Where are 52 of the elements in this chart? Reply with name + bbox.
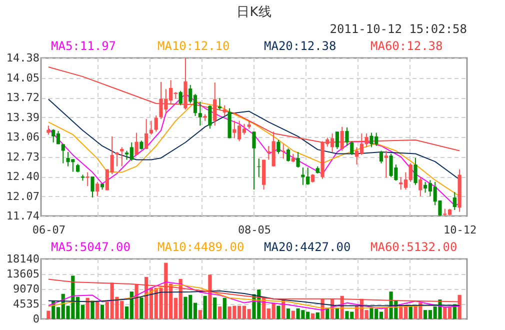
text: MA20:12.38 xyxy=(264,39,336,53)
bar xyxy=(90,300,94,319)
bar xyxy=(134,284,138,319)
bar xyxy=(208,274,212,319)
line-series xyxy=(48,278,460,302)
bar xyxy=(458,294,462,319)
y-tick-label: 4535 xyxy=(13,298,40,310)
y-tick-label: 14.05 xyxy=(6,71,40,84)
bar xyxy=(335,308,339,319)
line-series xyxy=(48,66,460,152)
x-tick-label: 10-12 xyxy=(443,224,477,236)
bar xyxy=(222,298,226,319)
bar xyxy=(291,310,295,319)
text: MA60:5132.00 xyxy=(370,240,458,254)
y-tick-label: 12.73 xyxy=(6,150,40,164)
y-tick-label: 13605 xyxy=(6,268,40,280)
y-tick-label: 12.07 xyxy=(6,190,40,203)
text: MA10:12.10 xyxy=(158,39,230,53)
bar xyxy=(46,310,50,319)
bar xyxy=(140,298,144,319)
bar xyxy=(203,296,207,319)
bar xyxy=(310,313,315,319)
bar xyxy=(316,312,320,319)
text: MA20:4427.00 xyxy=(264,240,351,254)
y-tick-label: 13.39 xyxy=(6,110,40,124)
bar xyxy=(198,310,202,319)
bar xyxy=(96,302,100,319)
bar xyxy=(213,298,217,319)
bar xyxy=(286,308,290,319)
y-tick-label: 18140 xyxy=(6,252,40,266)
y-tick-label: 0 xyxy=(32,312,40,326)
bar xyxy=(218,306,222,319)
x-tick-label: 08-05 xyxy=(238,224,272,236)
text: MA5:11.97 xyxy=(51,39,116,53)
bar xyxy=(86,298,90,319)
text: MA10:4489.00 xyxy=(158,240,244,254)
candlestick xyxy=(115,152,119,166)
chart-title: 日K线 xyxy=(236,5,272,20)
y-tick-label: 13.72 xyxy=(6,91,40,104)
bar xyxy=(408,306,412,319)
x-tick-label: 06-07 xyxy=(32,224,66,236)
y-tick-label: 12.40 xyxy=(6,170,40,183)
bar xyxy=(276,306,280,319)
y-tick-label: 13.06 xyxy=(6,130,40,144)
text: MA5:5047.00 xyxy=(51,240,130,254)
text: 2011-10-12 15:02:58 xyxy=(330,22,467,36)
y-tick-label: 9070 xyxy=(13,282,40,296)
line-series xyxy=(48,290,460,306)
y-tick-label: 11.74 xyxy=(6,210,40,222)
bar xyxy=(100,304,104,319)
text: MA60:12.38 xyxy=(370,39,443,53)
y-tick-label: 14.38 xyxy=(6,52,40,64)
